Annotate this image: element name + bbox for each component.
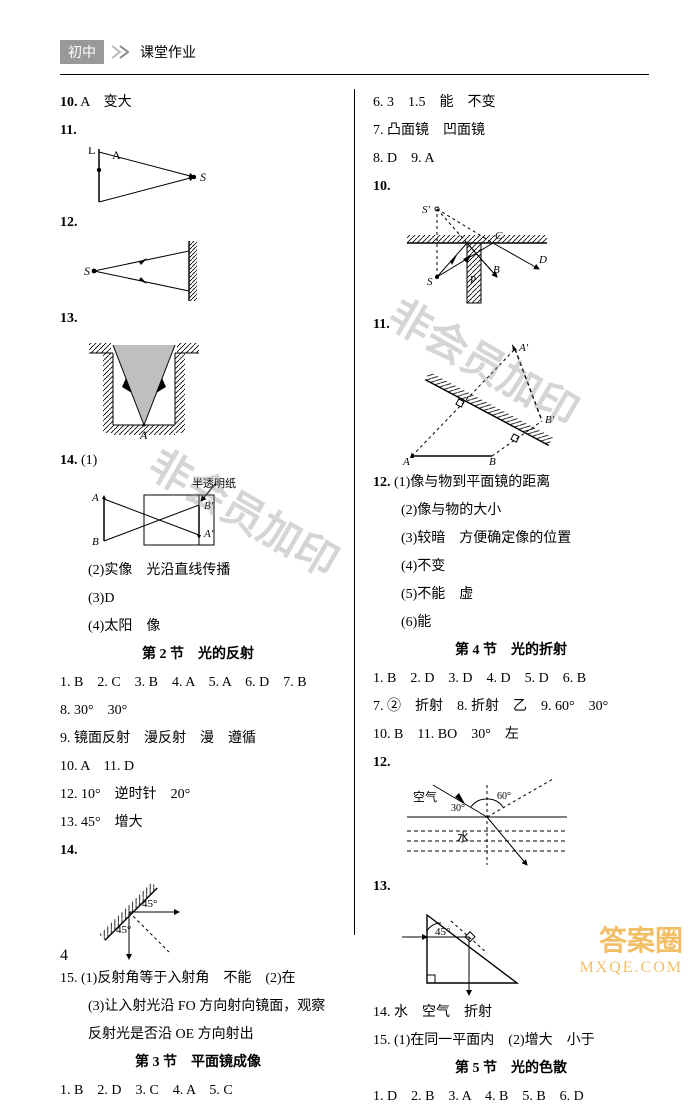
sec2-q15a: 15. (1)反射角等于入射角 不能 (2)在 [60, 965, 336, 993]
svg-text:B: B [489, 456, 496, 467]
q12-prefix: 12. [60, 209, 336, 237]
r-q10-diagram: P S S' B C D [397, 203, 649, 309]
r-q12-p6: (6)能 [373, 609, 649, 637]
r-q11-diagram: A B A' B' [397, 341, 649, 467]
header-title: 课堂作业 [140, 42, 196, 62]
sec2-q14-diagram: 45° 45° [84, 867, 336, 963]
r-q13b-prefix: 13. [373, 873, 649, 901]
svg-text:P: P [470, 274, 476, 286]
sec2-line1: 1. B 2. C 3. B 4. A 5. A 6. D 7. B [60, 669, 336, 697]
sec2-q14-prefix: 14. [60, 837, 336, 865]
svg-text:S: S [84, 264, 90, 278]
sec2-q15c: 反射光是否沿 OE 方向射出 [60, 1021, 336, 1049]
svg-text:A: A [139, 428, 148, 442]
q14-part3: (3)D [60, 585, 336, 613]
svg-text:A': A' [203, 528, 214, 540]
page-number: 4 [60, 947, 68, 965]
columns: 10. A 变大 11. L A S 12. [60, 89, 649, 1111]
r-q12-p4: (4)不变 [373, 553, 649, 581]
svg-text:B': B' [204, 500, 214, 512]
svg-text:L: L [88, 147, 95, 157]
sec2-line3: 9. 镜面反射 漫反射 漫 遵循 [60, 725, 336, 753]
q14-part4: (4)太阳 像 [60, 613, 336, 641]
sec5-line1: 1. D 2. B 3. A 4. B 5. B 6. D [373, 1083, 649, 1111]
grade-badge: 初中 [60, 40, 104, 64]
section2-title: 第 2 节 光的反射 [60, 641, 336, 669]
svg-text:空气: 空气 [413, 789, 437, 804]
r-q8: 8. D 9. A [373, 145, 649, 173]
svg-text:D: D [538, 254, 547, 266]
section5-title: 第 5 节 光的色散 [373, 1055, 649, 1083]
r-q12b-diagram: 空气 水 30° 60° [397, 779, 649, 871]
sec4-line3: 10. B 11. BO 30° 左 [373, 721, 649, 749]
q11-prefix: 11. [60, 117, 336, 145]
svg-text:60°: 60° [497, 791, 511, 802]
svg-text:S: S [200, 170, 206, 184]
svg-text:B': B' [545, 414, 555, 426]
sec2-line5: 12. 10° 逆时针 20° [60, 781, 336, 809]
left-column: 10. A 变大 11. L A S 12. [60, 89, 336, 1111]
sec2-q15b: (3)让入射光沿 FO 方向射向镜面，观察 [60, 993, 336, 1021]
q14-diagram: 半透明纸 A B B' A' [84, 477, 336, 555]
q13-prefix: 13. [60, 305, 336, 333]
r-q12-p2: (2)像与物的大小 [373, 497, 649, 525]
r-q12-prefix: 12. (1)像与物到平面镜的距离 [373, 469, 649, 497]
svg-text:A: A [91, 492, 99, 504]
r-q12-p3: (3)较暗 方便确定像的位置 [373, 525, 649, 553]
svg-text:45°: 45° [142, 898, 157, 910]
sec2-line2: 8. 30° 30° [60, 697, 336, 725]
sec2-line6: 13. 45° 增大 [60, 809, 336, 837]
sec4-line2: 7. ② 折射 8. 折射 乙 9. 60° 30° [373, 693, 649, 721]
page: 初中 课堂作业 10. A 变大 11. L A [0, 0, 699, 983]
r-q14b: 14. 水 空气 折射 [373, 999, 649, 1027]
svg-text:A: A [112, 148, 121, 162]
q10-answer: 10. A 变大 [60, 89, 336, 117]
svg-text:S: S [427, 276, 433, 288]
q14-part2: (2)实像 光沿直线传播 [60, 557, 336, 585]
section4-title: 第 4 节 光的折射 [373, 637, 649, 665]
right-column: 6. 3 1.5 能 不变 7. 凸面镜 凹面镜 8. D 9. A 10. P… [373, 89, 649, 1111]
svg-text:45°: 45° [435, 926, 450, 938]
r-q7: 7. 凸面镜 凹面镜 [373, 117, 649, 145]
q12-diagram: S [84, 239, 336, 303]
q11-diagram: L A S [84, 147, 336, 207]
r-q12b-prefix: 12. [373, 749, 649, 777]
column-separator [354, 89, 355, 935]
r-q12-p5: (5)不能 虚 [373, 581, 649, 609]
svg-text:B: B [92, 536, 99, 548]
svg-text:水: 水 [457, 830, 469, 844]
svg-text:半透明纸: 半透明纸 [192, 477, 236, 490]
q13-diagram: A [84, 335, 336, 445]
svg-text:C: C [495, 230, 503, 242]
sec2-line4: 10. A 11. D [60, 753, 336, 781]
sec3-line1: 1. B 2. D 3. C 4. A 5. C [60, 1077, 336, 1105]
header-rule [60, 74, 649, 75]
r-q10-prefix: 10. [373, 173, 649, 201]
chevron-icon [110, 44, 134, 60]
sec4-line1: 1. B 2. D 3. D 4. D 5. D 6. B [373, 665, 649, 693]
svg-text:45°: 45° [116, 924, 131, 936]
r-q11-prefix: 11. [373, 311, 649, 339]
q14-prefix: 14. (1) [60, 447, 336, 475]
r-q15b: 15. (1)在同一平面内 (2)增大 小于 [373, 1027, 649, 1055]
svg-text:30°: 30° [451, 803, 465, 814]
svg-text:S': S' [422, 204, 431, 216]
section3-title: 第 3 节 平面镜成像 [60, 1049, 336, 1077]
svg-text:A: A [402, 456, 410, 467]
page-header: 初中 课堂作业 [60, 40, 649, 64]
r-q6: 6. 3 1.5 能 不变 [373, 89, 649, 117]
svg-text:A': A' [518, 342, 529, 354]
